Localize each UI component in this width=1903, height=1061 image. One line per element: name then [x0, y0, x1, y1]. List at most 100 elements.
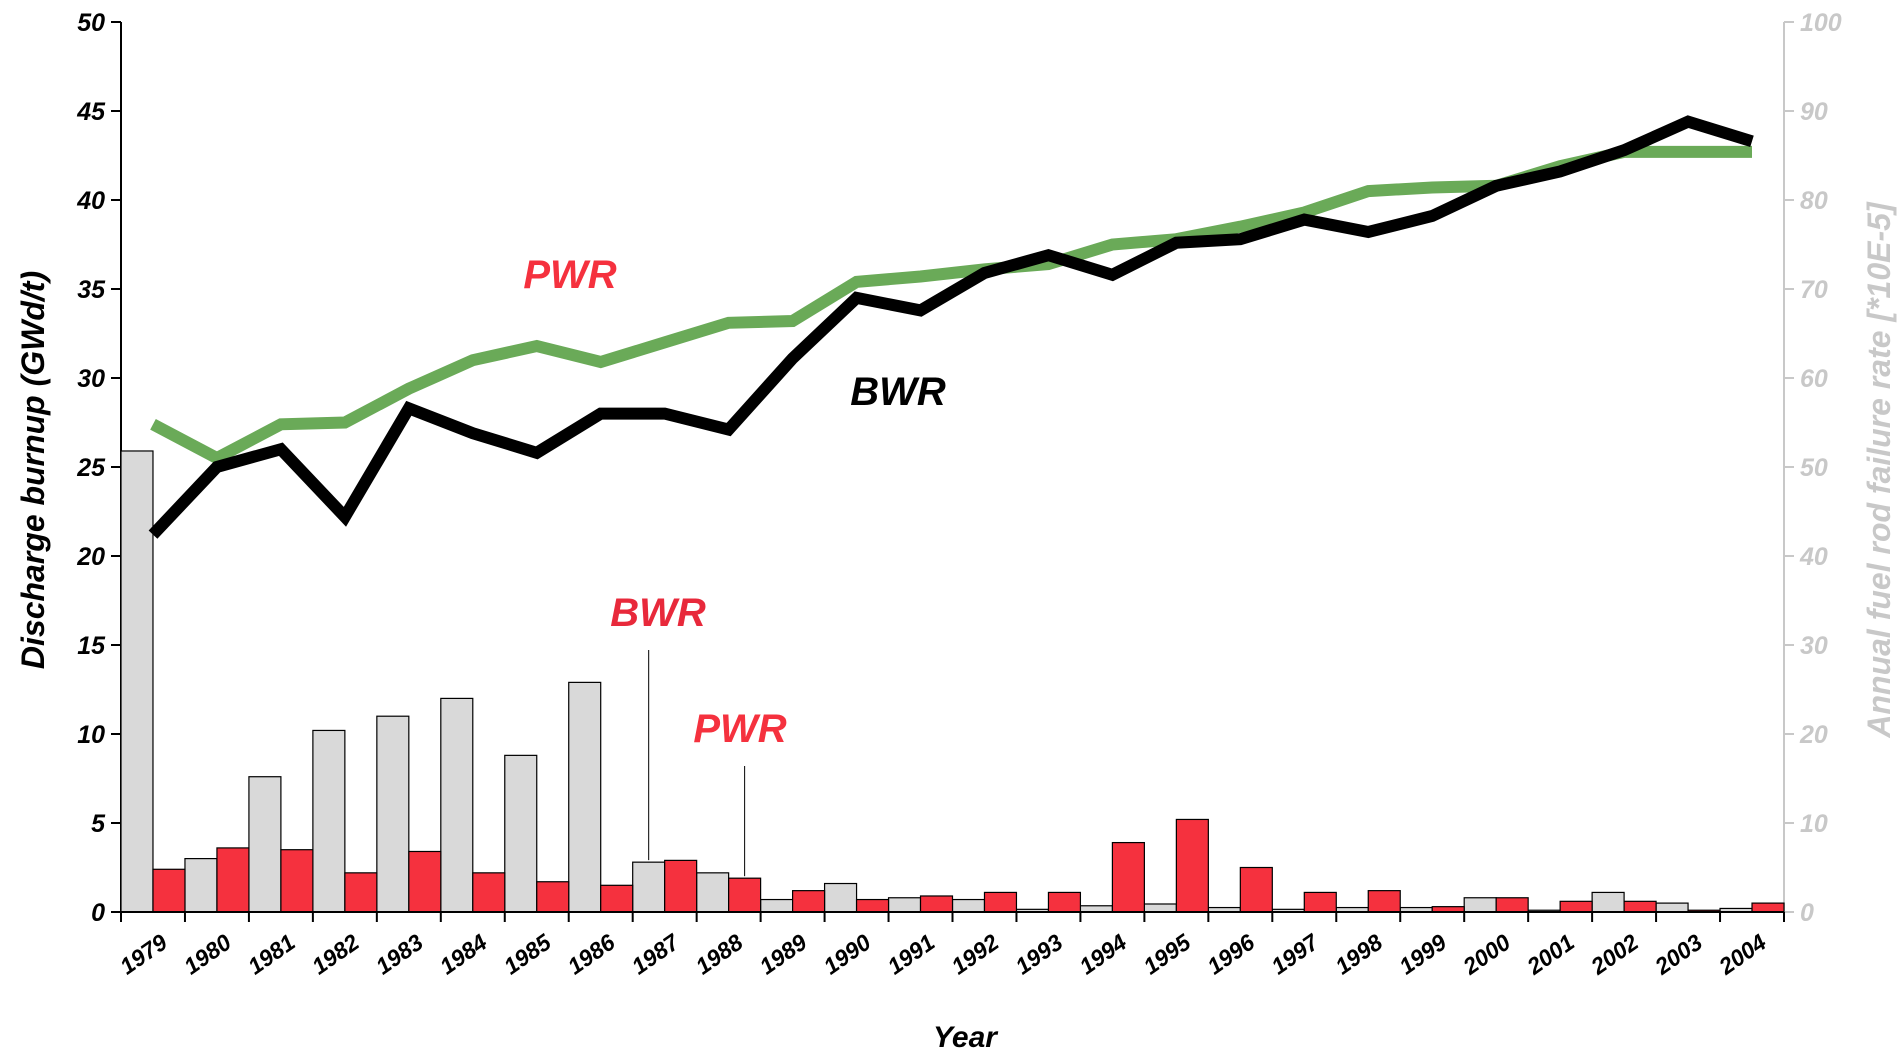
bar: [951, 898, 986, 913]
x-tick-label: 1985: [499, 928, 557, 979]
bar: [536, 881, 570, 913]
x-tick-label: 2002: [1585, 929, 1643, 980]
y2-tick-label: 40: [1799, 543, 1828, 571]
bar: [760, 898, 794, 913]
bar: [1111, 841, 1145, 913]
bar: [376, 715, 410, 913]
x-tick-label: 1980: [179, 929, 236, 980]
bar: [983, 891, 1018, 913]
bar: [1591, 891, 1625, 913]
y-tick-label: 15: [77, 632, 106, 660]
y2-tick-label: 60: [1800, 365, 1828, 393]
bar: [1495, 897, 1529, 913]
bar: [1655, 902, 1689, 913]
bar: [568, 681, 602, 913]
bar: [664, 859, 698, 913]
bar: [120, 450, 154, 913]
y-axis-title: Discharge burnup (GWd/t): [15, 271, 51, 669]
x-axis-title: Year: [933, 1021, 999, 1054]
y2-axis-title: Annual fuel rod failure rate [*10E-5]: [1861, 201, 1897, 739]
y2-tick-label: 0: [1800, 899, 1814, 927]
bar: [632, 861, 666, 913]
bar: [184, 857, 218, 913]
bar: [919, 895, 954, 913]
y-tick-label: 5: [91, 810, 106, 838]
y-tick-label: 40: [76, 187, 105, 215]
x-tick-label: 1996: [1202, 929, 1259, 980]
x-tick-label: 1987: [627, 928, 685, 979]
x-tick-label: 1991: [883, 929, 940, 980]
bar: [1143, 903, 1177, 913]
x-tick-label: 1990: [819, 929, 876, 980]
bar: [312, 729, 346, 913]
x-tick-label: 1989: [755, 929, 812, 980]
bar: [408, 850, 442, 913]
x-tick-label: 1993: [1010, 929, 1067, 980]
bar: [1303, 891, 1337, 913]
bar: [1175, 818, 1209, 913]
bar: [344, 872, 378, 913]
bar: [440, 697, 474, 913]
y-tick-label: 50: [77, 9, 105, 37]
x-tick-label: 2000: [1457, 929, 1515, 980]
bar: [152, 868, 186, 913]
bar: [1559, 900, 1593, 913]
bar: [504, 754, 538, 913]
series-label: PWR: [693, 707, 786, 751]
x-tick-label: 1984: [435, 929, 492, 980]
x-tick-label: 1995: [1138, 928, 1196, 979]
bar: [1367, 890, 1401, 913]
y-tick-label: 10: [77, 721, 105, 749]
y-tick-label: 30: [77, 365, 105, 393]
y2-tick-label: 50: [1800, 454, 1828, 482]
bar: [280, 849, 314, 913]
x-tick-label: 1981: [243, 929, 300, 980]
x-tick-label: 1979: [115, 929, 172, 980]
y-tick-label: 20: [76, 543, 105, 571]
x-tick-label: 1994: [1074, 929, 1131, 980]
bar: [1239, 866, 1273, 913]
bar: [855, 898, 890, 913]
bar: [791, 890, 826, 913]
series-label: PWR: [523, 253, 616, 297]
y-tick-label: 0: [91, 899, 105, 927]
y2-tick-label: 70: [1800, 276, 1828, 304]
x-tick-label: 2004: [1713, 929, 1771, 980]
x-tick-label: 1988: [691, 929, 748, 980]
bar: [1463, 897, 1497, 913]
series-label: BWR: [850, 370, 946, 414]
line-series: [150, 145, 1752, 465]
x-tick-label: 2001: [1521, 929, 1579, 980]
series-label: BWR: [610, 591, 706, 635]
bar: [1047, 891, 1082, 913]
line-series: [148, 115, 1754, 539]
x-tick-label: 1986: [563, 929, 620, 980]
bar: [216, 847, 250, 913]
x-tick-label: 1982: [307, 929, 364, 980]
bar: [248, 776, 282, 913]
y2-tick-label: 80: [1800, 187, 1828, 215]
x-tick-label: 1992: [947, 929, 1004, 980]
y-tick-label: 25: [76, 454, 106, 482]
y2-tick-label: 10: [1800, 810, 1828, 838]
x-tick-label: 1998: [1330, 929, 1387, 980]
bar: [728, 877, 762, 913]
bar: [696, 872, 730, 913]
y2-tick-label: 90: [1800, 98, 1828, 126]
bar: [600, 884, 634, 913]
y2-tick-label: 100: [1800, 9, 1842, 37]
bar: [1623, 900, 1657, 913]
y2-tick-label: 20: [1799, 721, 1828, 749]
x-tick-label: 1999: [1394, 929, 1451, 980]
bar: [887, 897, 922, 913]
x-tick-label: 1983: [371, 929, 428, 980]
y-tick-label: 45: [76, 98, 106, 126]
bar: [472, 872, 506, 913]
y2-tick-label: 30: [1800, 632, 1828, 660]
x-tick-label: 1997: [1266, 928, 1324, 979]
x-tick-label: 2003: [1649, 929, 1707, 980]
y-tick-label: 35: [77, 276, 106, 304]
bar: [1751, 902, 1785, 913]
